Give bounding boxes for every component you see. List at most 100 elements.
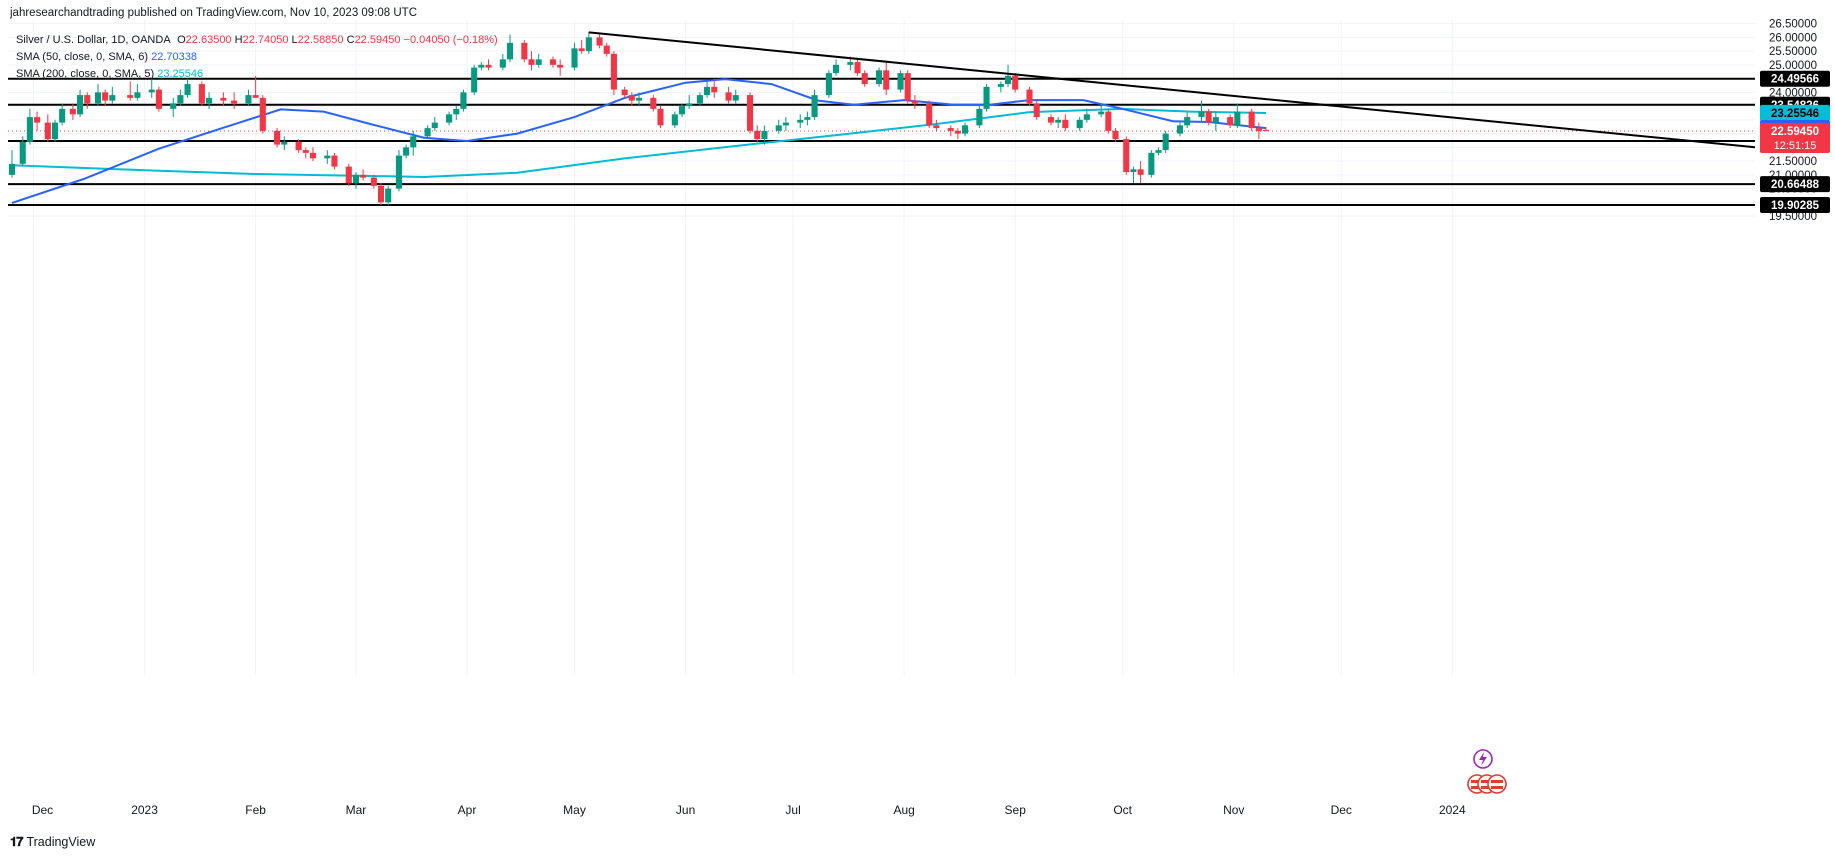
candle (385, 185, 392, 206)
candle (331, 152, 338, 170)
candle-body (34, 117, 41, 123)
x-tick-label: Oct (1113, 803, 1132, 817)
candle-body (1047, 117, 1055, 123)
candle-body (69, 108, 76, 115)
candle (911, 95, 918, 109)
price-tags: 24.4956623.5482622.2301520.6648819.90285… (1760, 70, 1830, 214)
candle-body (997, 84, 1004, 87)
candle (1083, 108, 1090, 123)
candle (259, 95, 266, 134)
candle-body (1062, 119, 1069, 129)
candle-body (331, 155, 338, 167)
candle-body (1137, 169, 1144, 175)
level-price-tag-bg (1760, 70, 1830, 87)
candle-body (1130, 169, 1137, 173)
candle (324, 150, 331, 164)
candle-body (528, 59, 535, 65)
candle-body (732, 95, 739, 101)
candle (954, 128, 961, 140)
candle-body (1198, 111, 1205, 118)
candle (678, 103, 686, 118)
candle-body (471, 67, 478, 93)
candle-body (19, 141, 26, 164)
x-tick-label: Nov (1223, 803, 1244, 817)
candle-body (861, 73, 868, 85)
x-tick-label: Sep (1005, 803, 1027, 817)
candle-body (747, 95, 754, 131)
candle (360, 169, 367, 181)
last-price-tag: 22.59450 (1771, 126, 1819, 138)
candle (1098, 103, 1105, 118)
candle-body (596, 37, 603, 46)
candle-body (231, 100, 238, 104)
candle-body (782, 122, 789, 126)
x-tick-label: Mar (346, 803, 367, 817)
open-label: O (177, 34, 186, 46)
candle (302, 147, 309, 159)
level-price-tag-bg (1760, 197, 1830, 214)
candle-body (51, 122, 59, 140)
last-price-tag-bg (1760, 123, 1830, 154)
candle (184, 78, 191, 98)
countdown-tag: 12:51:15 (1774, 140, 1817, 152)
sma50-label: SMA (50, close, 0, SMA, 6) (16, 51, 149, 63)
candle (883, 62, 890, 96)
candle-body (295, 141, 302, 151)
candle-body (854, 62, 861, 74)
candle (782, 117, 789, 131)
candle (596, 34, 603, 49)
candle-body (686, 103, 693, 107)
symbol-label: Silver / U.S. Dollar, 1D, OANDA (16, 34, 171, 46)
tradingview-logo-icon: 𝟏𝟕 (10, 834, 24, 849)
candle-body (1123, 139, 1130, 173)
candle-body (1227, 117, 1234, 126)
candle (395, 150, 402, 192)
candle-body (833, 64, 840, 74)
candle (1155, 147, 1162, 156)
tradingview-footer[interactable]: 𝟏𝟕 TradingView (10, 834, 95, 850)
candle (926, 100, 933, 129)
candle-body (1098, 111, 1105, 115)
candle-body (628, 95, 635, 101)
candle-body (1234, 111, 1241, 126)
candle (170, 97, 177, 118)
candle-body (804, 117, 811, 120)
candle (961, 122, 969, 137)
sma200-legend-row[interactable]: SMA (200, close, 0, SMA, 5) 23.25546 (16, 66, 498, 83)
candle (535, 53, 542, 68)
candle-body (754, 130, 761, 140)
candle-body (1176, 125, 1184, 134)
y-tick-label: 24.00000 (1769, 87, 1817, 99)
candle-body (911, 100, 918, 104)
sma50-legend-row[interactable]: SMA (50, close, 0, SMA, 6) 22.70338 (16, 49, 498, 66)
candle-body (370, 177, 377, 186)
candle-body (1112, 130, 1119, 140)
candle-body (897, 73, 904, 90)
y-tick-label: 19.50000 (1769, 211, 1817, 223)
x-tick-label: 2024 (1439, 803, 1466, 817)
ohlc-legend-row[interactable]: Silver / U.S. Dollar, 1D, OANDA O22.6350… (16, 32, 498, 49)
candle-body (711, 86, 718, 93)
candle-body (377, 185, 385, 203)
candle (1130, 166, 1137, 184)
candle-body (302, 150, 309, 153)
candle (431, 117, 438, 131)
candle (453, 106, 460, 120)
candle-body (109, 95, 116, 101)
level-lines (8, 77, 1755, 207)
candle-body (947, 128, 954, 131)
candle (578, 40, 585, 54)
candle (671, 111, 678, 129)
candle-body (696, 95, 703, 104)
candle-body (671, 114, 678, 126)
candle (51, 119, 59, 142)
candle-body (1155, 150, 1162, 153)
candle (403, 144, 410, 159)
candle-body (84, 95, 91, 104)
candle (102, 89, 109, 107)
candle (1262, 126, 1270, 132)
change-value: −0.04050 (−0.18%) (403, 34, 498, 46)
sma50-line (11, 78, 1267, 204)
candle (69, 103, 76, 120)
